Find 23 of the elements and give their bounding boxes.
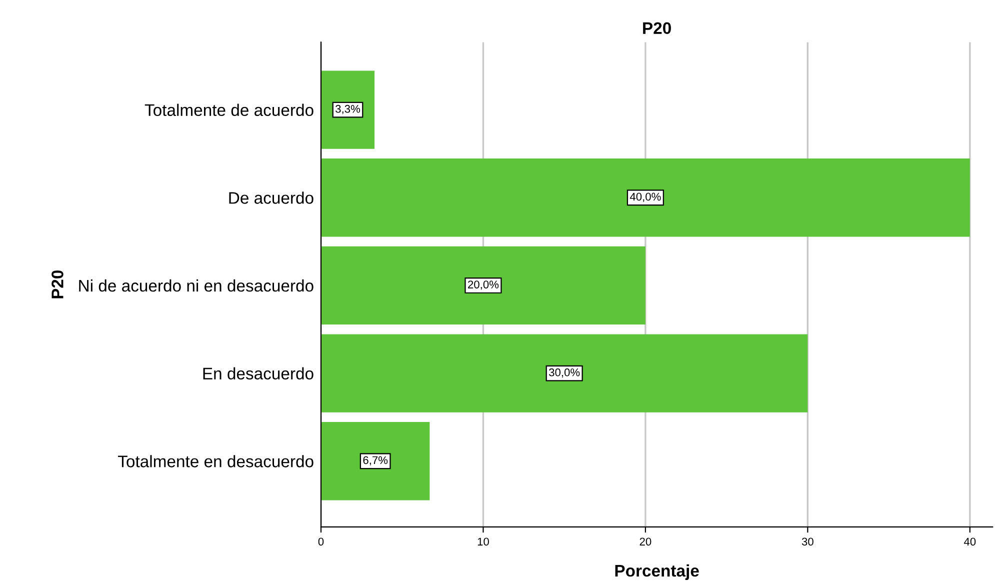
y-tick-label: Totalmente de acuerdo xyxy=(144,104,314,116)
data-label: 30,0% xyxy=(549,368,580,378)
x-tick-label: 0 xyxy=(318,538,324,546)
data-label: 3,3% xyxy=(336,104,360,114)
y-tick-label: Totalmente en desacuerdo xyxy=(118,455,314,468)
chart-title: P20 xyxy=(643,22,671,34)
data-label: 6,7% xyxy=(363,456,388,466)
bar xyxy=(320,246,646,325)
bar xyxy=(320,334,808,412)
bar xyxy=(320,422,430,500)
bar xyxy=(320,70,375,149)
y-axis-title: P20 xyxy=(52,270,64,298)
data-label: 40,0% xyxy=(630,192,661,202)
y-tick-label: En desacuerdo xyxy=(203,367,314,380)
x-tick-label: 20 xyxy=(640,538,652,546)
x-axis-title: Porcentaje xyxy=(615,564,699,580)
x-tick-label: 40 xyxy=(964,538,976,546)
bar xyxy=(320,158,970,237)
x-tick-label: 30 xyxy=(802,538,814,546)
data-label: 20,0% xyxy=(468,280,499,290)
x-tick-label: 10 xyxy=(478,538,489,546)
y-tick-label: De acuerdo xyxy=(229,192,314,204)
y-tick-label: Ni de acuerdo ni en desacuerdo xyxy=(79,279,314,292)
